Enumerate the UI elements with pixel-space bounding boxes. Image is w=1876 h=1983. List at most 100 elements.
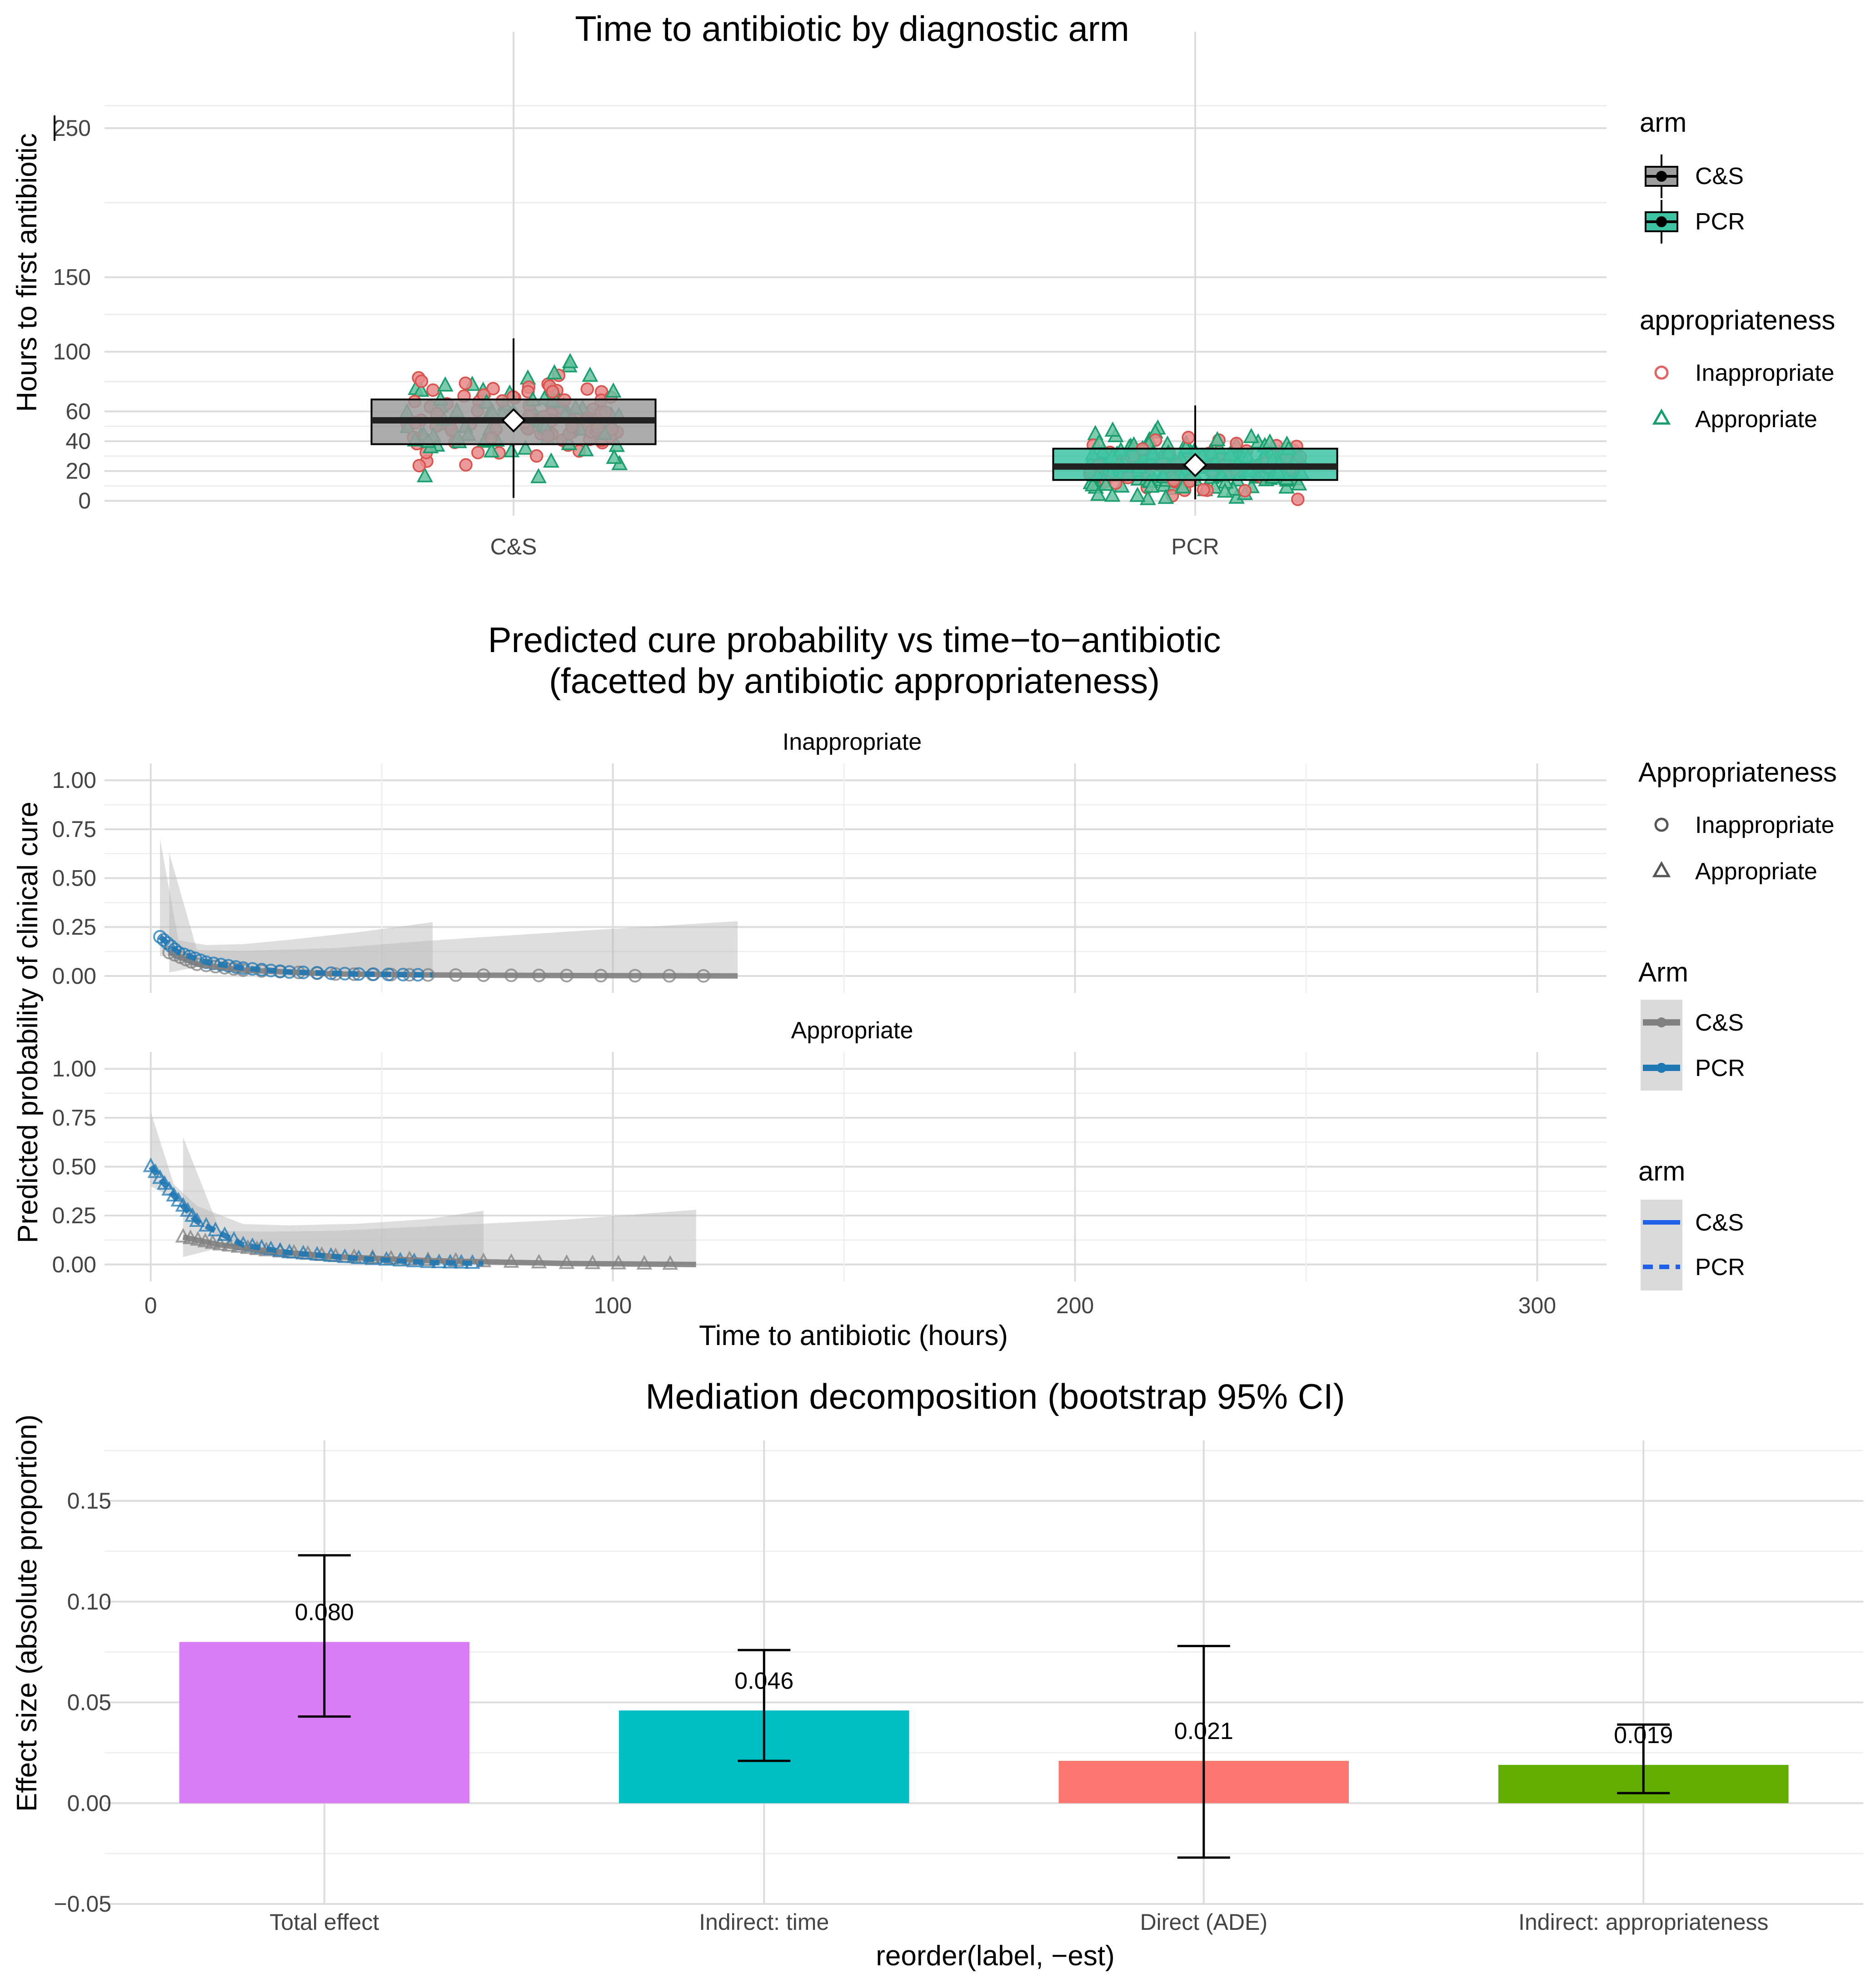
point-appropriate (1217, 482, 1233, 498)
legend-arm-cap-pcr: PCR (1695, 1055, 1745, 1081)
y-tick-label: 0.15 (67, 1488, 111, 1514)
point-appropriate (152, 1169, 168, 1184)
point-appropriate (1143, 477, 1160, 493)
y-tick-label: 0.75 (52, 1105, 96, 1131)
curve-y-axis-label: Predicted probability of clinical cure (12, 802, 44, 1243)
ribbon-cs (183, 1137, 696, 1265)
point-appropriate (1098, 475, 1114, 491)
boxplot-boxes (370, 338, 1338, 499)
fit-line-pcr (158, 935, 433, 978)
legend-arm-ribbon-bg (1641, 1000, 1682, 1091)
point-appropriate (1209, 431, 1226, 447)
ribbon-pcr (150, 1111, 484, 1265)
point-appropriate (413, 381, 429, 397)
point-inappropriate (1238, 484, 1252, 498)
point-inappropriate (546, 385, 559, 399)
point-appropriate (562, 353, 579, 369)
value-label: 0.046 (734, 1668, 793, 1694)
point-appropriate (1104, 486, 1121, 502)
point-appropriate (503, 442, 520, 458)
x-tick-label: Direct (ADE) (1140, 1909, 1267, 1935)
mediation-x-tick-labels: Total effect Indirect: time Direct (ADE) In… (269, 1909, 1768, 1935)
point-appropriate (543, 452, 559, 468)
point-appropriate (517, 439, 534, 455)
x-tick-label: 300 (1518, 1293, 1556, 1318)
panel-mediation: Mediation decomposition (bootstrap 95% C… (11, 1376, 1863, 1972)
point-appropriate (161, 1181, 177, 1196)
y-tick-label: 0.50 (52, 1154, 96, 1180)
point-inappropriate (459, 376, 473, 390)
point-appropriate (577, 441, 594, 457)
fit-line-pcr (148, 1165, 484, 1266)
point-inappropriate (1182, 431, 1195, 444)
legend-inappropriate-grey-circle-icon (1654, 817, 1669, 832)
point-appropriate (606, 448, 623, 464)
curve-title-line1: Predicted cure probability vs time−to−an… (488, 620, 1221, 660)
legend-linetype-ribbon-bg (1641, 1200, 1682, 1290)
curve-title-line2: (facetted by antibiotic appropriateness) (549, 661, 1160, 701)
point-inappropriate (426, 383, 440, 397)
point-appropriate (416, 467, 433, 483)
x-tick-label: Total effect (269, 1909, 379, 1935)
curve-lines (148, 935, 738, 1267)
point-appropriate (1158, 488, 1174, 504)
point-appropriate (1104, 421, 1121, 437)
point-inappropriate (1291, 493, 1305, 506)
boxplot-gridlines (105, 32, 1607, 516)
boxplot-x-tick-labels: C&S PCR (490, 534, 1219, 559)
legend-arm-cap-title: Arm (1638, 957, 1688, 987)
point-appropriate (437, 376, 454, 392)
y-tick-label: 0.75 (52, 817, 96, 842)
legend-arm-pcr: PCR (1695, 209, 1745, 235)
point-inappropriate (412, 459, 426, 473)
ribbon-pcr (160, 839, 433, 976)
point-appropriate (1243, 428, 1260, 443)
mediation-error-bars (298, 1554, 1670, 1859)
x-tick-label: 200 (1056, 1293, 1094, 1318)
mediation-y-tick-labels: −0.05 0.00 0.05 0.10 0.15 (54, 1488, 111, 1917)
y-tick-label: 0.05 (67, 1690, 111, 1715)
y-tick-label: 250 (53, 115, 91, 141)
x-tick-label: C&S (490, 534, 537, 559)
point-inappropriate (486, 382, 500, 396)
y-tick-label: 0.10 (67, 1589, 111, 1614)
y-tick-label: 0.00 (67, 1790, 111, 1816)
y-tick-label: 0.00 (52, 963, 96, 989)
point-inappropriate (471, 446, 485, 459)
point-inappropriate (459, 458, 473, 472)
point-inappropriate (580, 382, 594, 396)
legend-arm-cap-cs: C&S (1695, 1010, 1744, 1036)
value-label: 0.080 (295, 1599, 354, 1625)
boxplot-legend: arm C&S PCR appropriateness Inappropriat… (1640, 107, 1835, 433)
legend-appropriateness2-inappropriate: Inappropriate (1695, 812, 1834, 838)
y-tick-label: 40 (65, 428, 91, 454)
curve-gridlines (105, 763, 1607, 1281)
y-tick-label: 0 (78, 488, 91, 513)
y-tick-label: 0.00 (52, 1252, 96, 1277)
boxplot-y-axis-label: Hours to first antibiotic (11, 133, 43, 412)
point-appropriate (1084, 476, 1101, 492)
point-appropriate (530, 468, 547, 483)
legend-appropriateness-inappropriate: Inappropriate (1695, 360, 1834, 386)
legend-appropriate-triangle-icon (1652, 408, 1671, 425)
mediation-title: Mediation decomposition (bootstrap 95% C… (645, 1376, 1345, 1416)
legend-key-pcr-box (1645, 200, 1678, 244)
point-inappropriate (1230, 437, 1243, 450)
point-appropriate (1090, 485, 1107, 501)
y-tick-label: 20 (65, 458, 91, 484)
panel-boxplot: Time to antibiotic by diagnostic arm 0 20… (11, 9, 1835, 559)
facet-label-appropriate: Appropriate (791, 1017, 913, 1044)
legend-appropriateness-title: appropriateness (1640, 305, 1835, 335)
mediation-y-axis-label: Effect size (absolute proportion) (11, 1415, 43, 1812)
legend-arm-title: arm (1640, 107, 1686, 138)
legend-key-cs-box (1645, 154, 1678, 198)
curve-confidence-ribbons (150, 839, 738, 1265)
y-tick-label: 0.50 (52, 866, 96, 891)
boxplot-title: Time to antibiotic by diagnostic arm (575, 9, 1129, 49)
point-appropriate (1129, 487, 1146, 502)
value-label: 0.021 (1174, 1718, 1233, 1744)
box-mean-diamond (501, 408, 526, 433)
mediation-bars (179, 1642, 1789, 1804)
y-tick-label: 150 (53, 264, 91, 290)
